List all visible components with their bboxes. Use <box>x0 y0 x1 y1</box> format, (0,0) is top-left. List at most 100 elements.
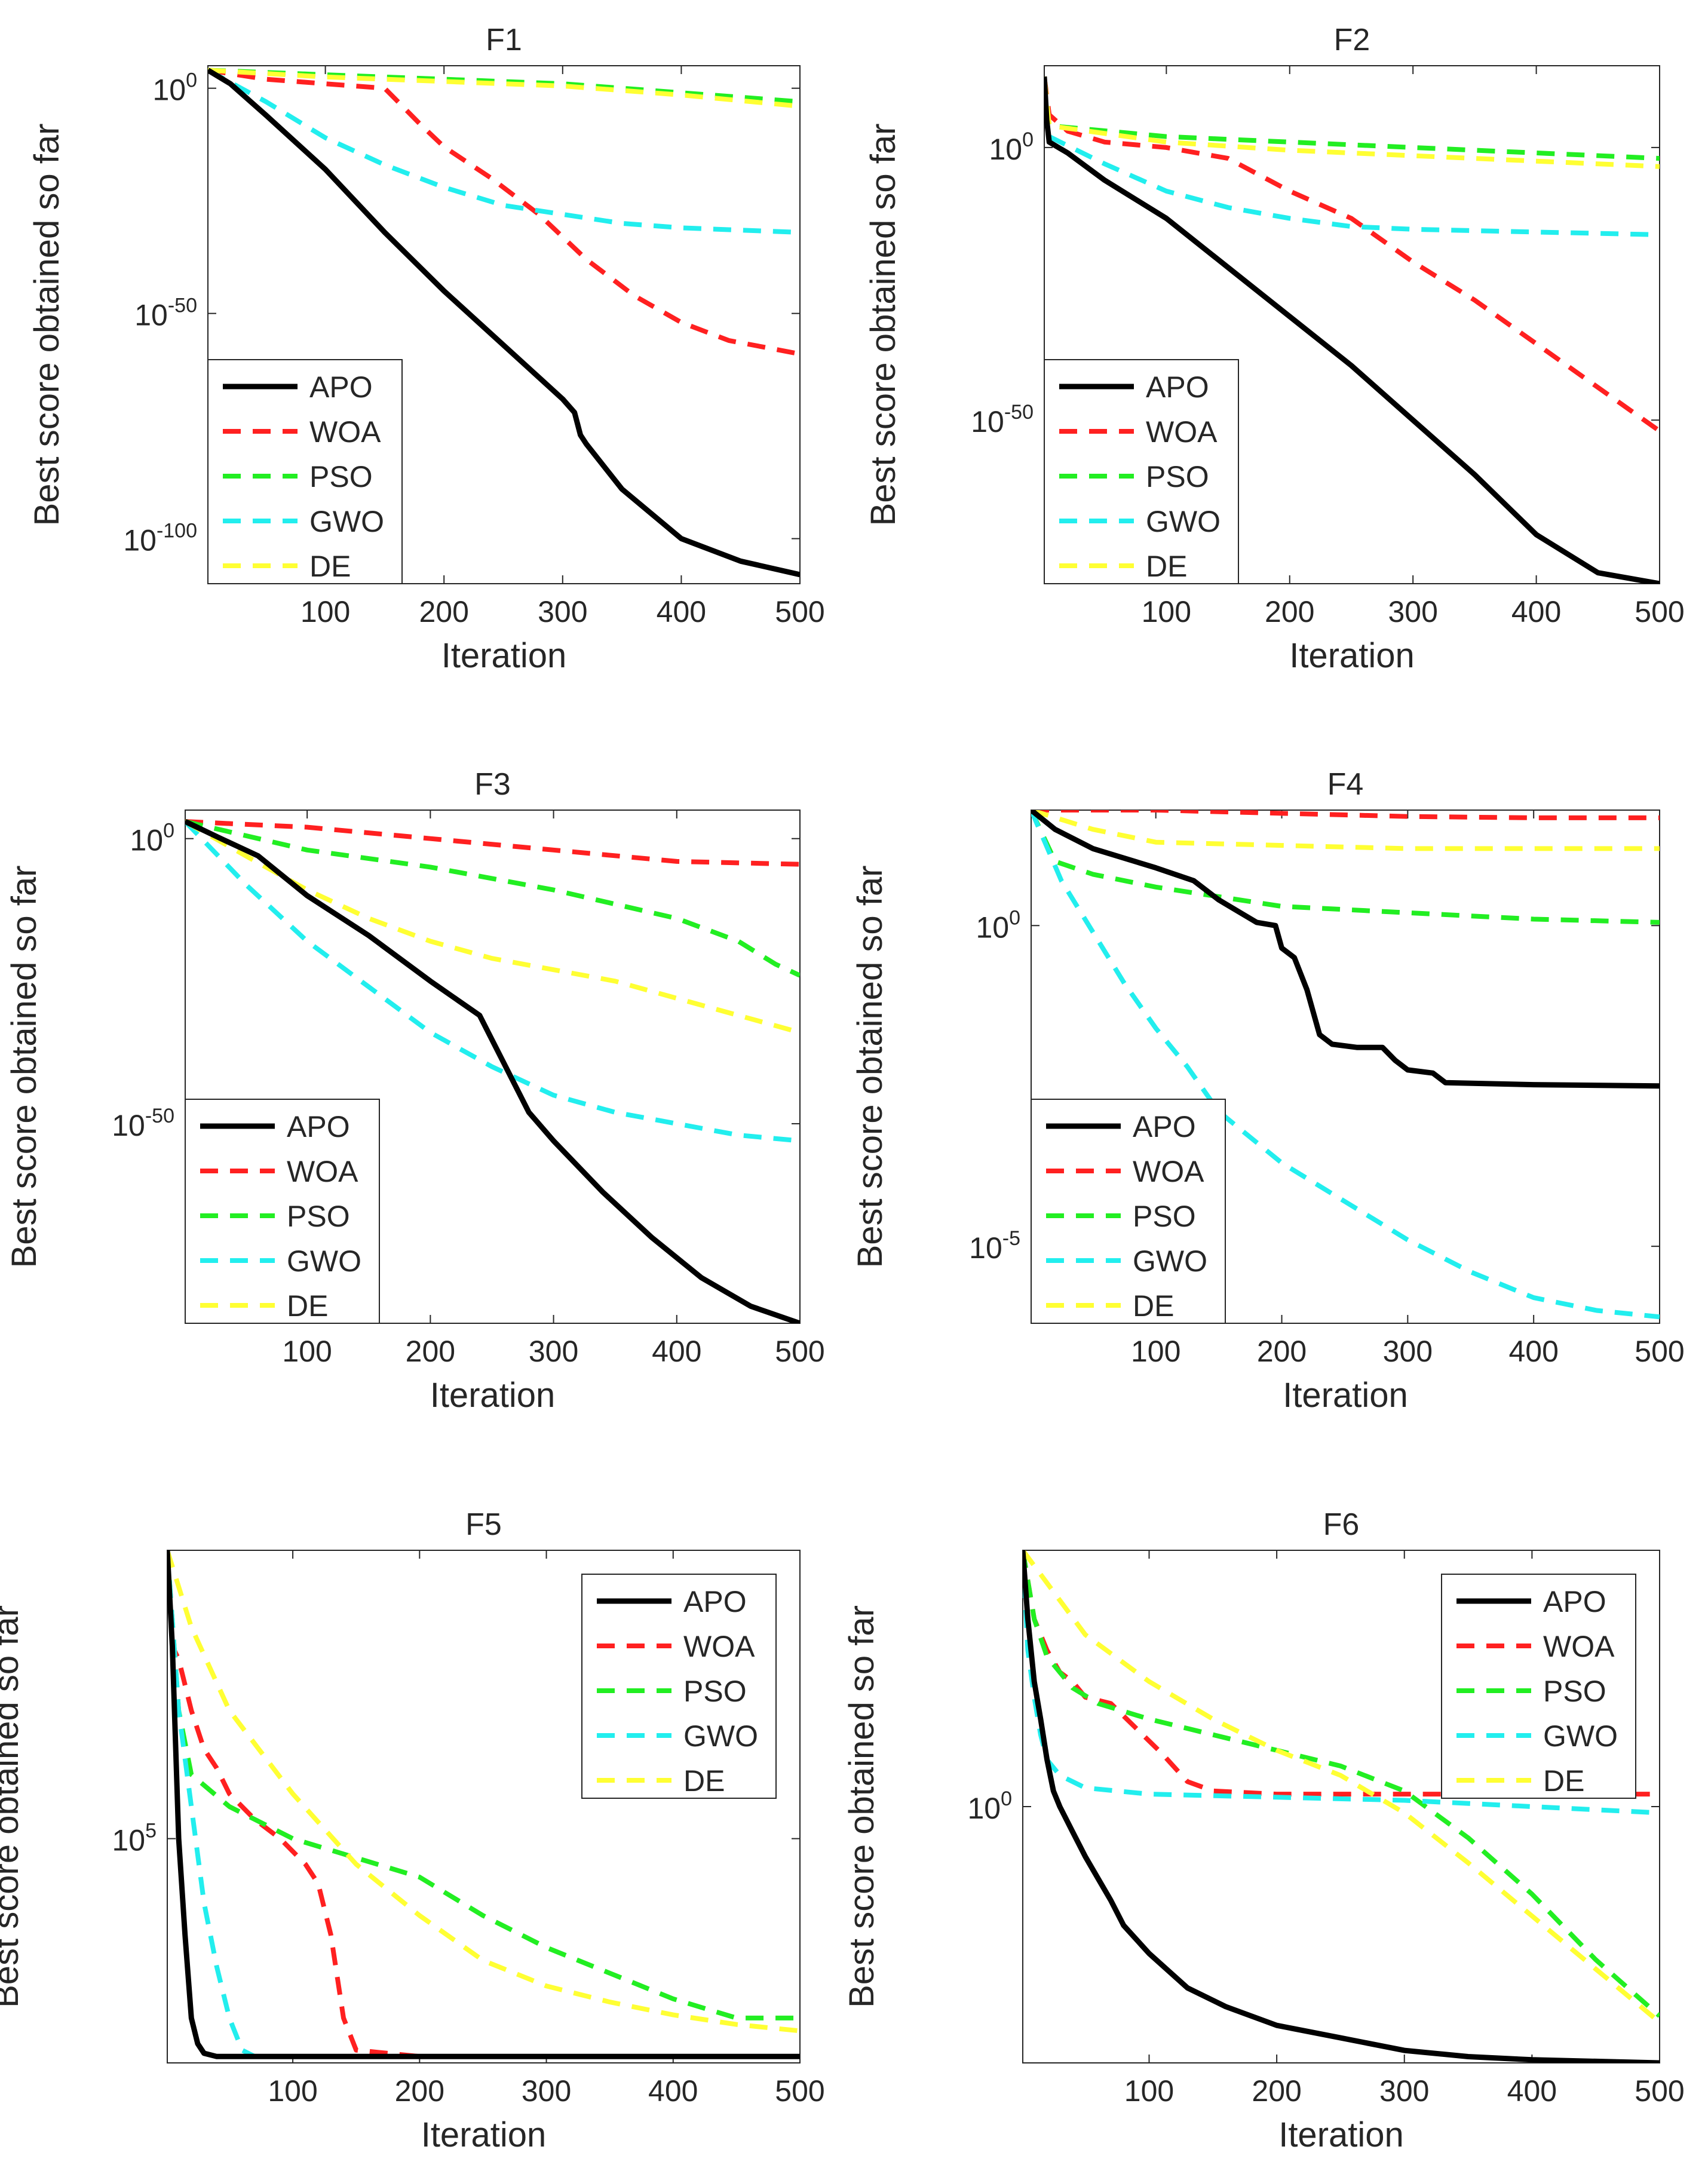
chart-f1-series-apo <box>208 68 800 578</box>
chart-f6: F6 100 200 300 400 500 100 Iteration Best score … <box>842 1507 1685 2154</box>
chart-f2-legend-box <box>1044 359 1239 584</box>
chart-f1-xtick-label: 100 <box>300 595 350 628</box>
chart-f5-lines <box>167 1550 800 2059</box>
chart-f3-legend-label-apo: APO <box>287 1110 350 1143</box>
chart-f4-xlabel: Iteration <box>1283 1376 1408 1415</box>
chart-f2-ylabel: Best score obtained so far <box>864 124 903 526</box>
chart-f4-ytick-label: 100 <box>976 906 1020 944</box>
chart-f1-xlabel: Iteration <box>441 636 567 675</box>
chart-f4-legend-label-pso: PSO <box>1133 1200 1196 1233</box>
chart-f3-title: F3 <box>474 767 511 802</box>
chart-f3-series-de <box>185 819 800 1035</box>
chart-f5-series-apo <box>167 1550 800 2059</box>
chart-f3-legend-label-woa: WOA <box>287 1155 358 1188</box>
chart-f2: F2 100 200 300 400 500 100 10-50 Iteration Best s… <box>864 23 1685 675</box>
chart-f1-legend-label-pso: PSO <box>309 460 373 493</box>
chart-f2-legend-label-apo: APO <box>1146 370 1209 404</box>
chart-f3-legend-label-pso: PSO <box>287 1200 350 1233</box>
chart-f5-title: F5 <box>465 1507 502 1542</box>
chart-f5-legend: APO WOA PSO GWO DE <box>581 1574 777 1799</box>
chart-f3-series-apo <box>185 819 800 1323</box>
chart-f2-xlabel: Iteration <box>1289 636 1415 675</box>
chart-f6-legend-label-de: DE <box>1543 1764 1584 1798</box>
chart-f1-ytick-label: 100 <box>152 69 197 107</box>
chart-f2-legend: APO WOA PSO GWO DE <box>1044 359 1239 584</box>
chart-f6-xlabel: Iteration <box>1278 2115 1404 2154</box>
chart-f2-xtick-label: 500 <box>1635 595 1684 628</box>
chart-f6-ytick-label: 100 <box>967 1787 1012 1825</box>
chart-f4-xtick-label: 100 <box>1131 1335 1180 1368</box>
chart-f5-series-de <box>167 1550 800 2034</box>
chart-f2-legend-label-gwo: GWO <box>1146 505 1221 538</box>
chart-f3-xtick-label: 400 <box>652 1335 701 1368</box>
chart-f4-xtick-label: 200 <box>1257 1335 1307 1368</box>
chart-f6-legend-label-pso: PSO <box>1543 1675 1606 1708</box>
chart-f3-legend-label-gwo: GWO <box>287 1244 361 1278</box>
chart-f4-legend-label-woa: WOA <box>1133 1155 1204 1188</box>
chart-f5-legend-label-gwo: GWO <box>683 1719 758 1753</box>
chart-f1-legend-label-gwo: GWO <box>309 505 384 538</box>
chart-f3-xlabel: Iteration <box>430 1376 556 1415</box>
chart-f3-series-gwo <box>185 820 800 1143</box>
chart-f3-xtick-label: 100 <box>282 1335 332 1368</box>
chart-f2-series-apo <box>1044 76 1660 584</box>
chart-f1-legend-label-de: DE <box>309 550 351 583</box>
chart-f3-ytick-label: 10-50 <box>112 1105 174 1142</box>
chart-f5-legend-label-woa: WOA <box>683 1630 755 1663</box>
chart-f1-xtick-label: 300 <box>538 595 587 628</box>
chart-f6-series-pso <box>1023 1550 1660 2018</box>
chart-f5-xlabel: Iteration <box>421 2115 547 2154</box>
chart-f1-xtick-label: 500 <box>775 595 824 628</box>
chart-f4: F4 100 200 300 400 500 100 10-5 Iteration Best sc… <box>851 767 1685 1415</box>
chart-f2-series-de <box>1044 76 1660 169</box>
chart-f4-xtick-label: 500 <box>1635 1335 1684 1368</box>
chart-f4-xtick-label: 300 <box>1383 1335 1433 1368</box>
chart-f4-legend: APO WOA PSO GWO DE <box>1031 1099 1226 1324</box>
chart-f2-title: F2 <box>1334 23 1370 57</box>
chart-f3-xtick-label: 200 <box>406 1335 455 1368</box>
chart-f5-xtick-label: 300 <box>522 2074 571 2108</box>
chart-f2-legend-label-pso: PSO <box>1146 460 1209 493</box>
chart-f1-ytick-label: 10-50 <box>134 295 197 332</box>
chart-f4-legend-label-apo: APO <box>1133 1110 1196 1143</box>
chart-f6-ylabel: Best score obtained so far <box>842 1605 881 2008</box>
chart-f2-xtick-label: 300 <box>1388 595 1437 628</box>
chart-f2-ytick-label: 10-50 <box>971 401 1034 439</box>
chart-f3: F3 100 200 300 400 500 100 10-50 Iteration Best s… <box>5 767 825 1415</box>
chart-f6-xtick-label: 400 <box>1507 2074 1557 2108</box>
chart-f4-ylabel: Best score obtained so far <box>851 866 890 1268</box>
chart-f5-series-woa <box>167 1550 800 2059</box>
chart-f5-ytick-label: 105 <box>112 1820 157 1857</box>
chart-f6-xtick-label: 300 <box>1379 2074 1429 2108</box>
chart-f2-xtick-label: 200 <box>1265 595 1314 628</box>
chart-f3-ytick-label: 100 <box>130 820 174 857</box>
chart-f1-legend-label-woa: WOA <box>309 415 381 449</box>
chart-f6-legend-label-gwo: GWO <box>1543 1719 1618 1753</box>
chart-f4-legend-box <box>1031 1099 1226 1324</box>
chart-f1-xtick-label: 200 <box>419 595 468 628</box>
chart-f2-lines <box>1044 76 1660 584</box>
chart-f5-xtick-label: 400 <box>648 2074 698 2108</box>
chart-f6-lines <box>1023 1550 1660 2063</box>
chart-f6-legend-box <box>1441 1574 1636 1799</box>
chart-f1-series-gwo <box>208 68 800 235</box>
chart-f5-xtick-label: 200 <box>395 2074 444 2108</box>
chart-f6-legend-label-apo: APO <box>1543 1585 1606 1618</box>
chart-f1-title: F1 <box>486 23 522 57</box>
chart-f6-legend: APO WOA PSO GWO DE <box>1441 1574 1636 1799</box>
chart-f6-series-woa <box>1023 1550 1660 1797</box>
chart-f6-xtick-label: 500 <box>1635 2074 1684 2108</box>
chart-f5-legend-box <box>581 1574 777 1799</box>
chart-f4-series-woa <box>1031 810 1660 820</box>
chart-f4-legend-label-gwo: GWO <box>1133 1244 1207 1278</box>
chart-f4-series-gwo <box>1031 810 1660 1320</box>
chart-f1: F1 100 200 300 400 500 100 10-50 10-100 Iteration… <box>27 23 825 675</box>
chart-f2-xtick-label: 100 <box>1142 595 1191 628</box>
chart-f6-series-de <box>1023 1550 1660 2025</box>
chart-f5-xtick-label: 500 <box>775 2074 824 2108</box>
chart-f5-legend-label-de: DE <box>683 1764 725 1798</box>
chart-f3-lines <box>185 819 800 1323</box>
chart-f4-ytick-label: 10-5 <box>969 1227 1020 1265</box>
chart-f1-series-de <box>208 68 800 109</box>
